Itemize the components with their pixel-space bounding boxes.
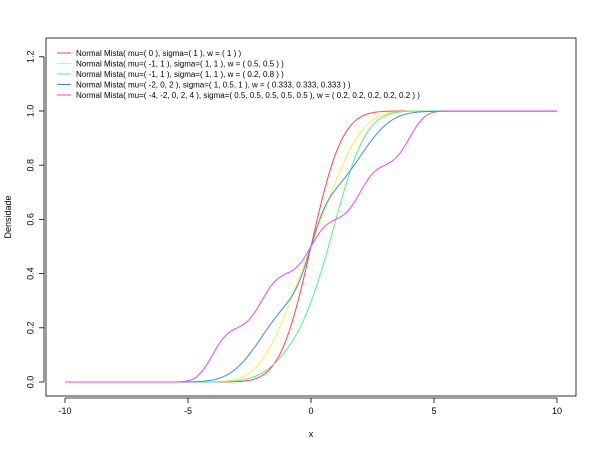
y-axis: 0.0 0.2 0.4 0.6 0.8 1.0 1.2 xyxy=(25,51,45,389)
x-tick-label: 10 xyxy=(552,406,562,416)
y-tick-label: 0.8 xyxy=(25,159,35,172)
series-layer xyxy=(65,110,557,383)
legend-label: Normal Mista( mu=( -4, -2, 0, 2, 4 ), si… xyxy=(76,91,420,100)
legend-label: Normal Mista( mu=( -2, 0, 2 ), sigma=( 1… xyxy=(76,81,351,90)
x-axis: -10 -5 0 5 10 xyxy=(58,397,562,416)
y-tick-label: 0.2 xyxy=(25,322,35,335)
x-tick-label: -5 xyxy=(184,406,192,416)
legend: Normal Mista( mu=( 0 ), sigma=( 1 ), w =… xyxy=(57,49,420,100)
y-tick-label: 0.6 xyxy=(25,213,35,226)
x-axis-label: x xyxy=(309,429,314,439)
legend-label: Normal Mista( mu=( -1, 1 ), sigma=( 1, 1… xyxy=(76,70,284,79)
legend-label: Normal Mista( mu=( -1, 1 ), sigma=( 1, 1… xyxy=(76,60,284,69)
y-tick-label: 1.0 xyxy=(25,105,35,118)
y-tick-label: 0.0 xyxy=(25,376,35,389)
y-tick-label: 1.2 xyxy=(25,51,35,64)
y-axis-label: Densidade xyxy=(3,195,13,238)
y-tick-label: 0.4 xyxy=(25,267,35,280)
x-tick-label: 0 xyxy=(308,406,313,416)
x-tick-label: -10 xyxy=(58,406,71,416)
legend-label: Normal Mista( mu=( 0 ), sigma=( 1 ), w =… xyxy=(76,49,241,58)
plot-frame xyxy=(45,37,577,397)
x-tick-label: 5 xyxy=(431,406,436,416)
series-line-5 xyxy=(65,110,557,383)
